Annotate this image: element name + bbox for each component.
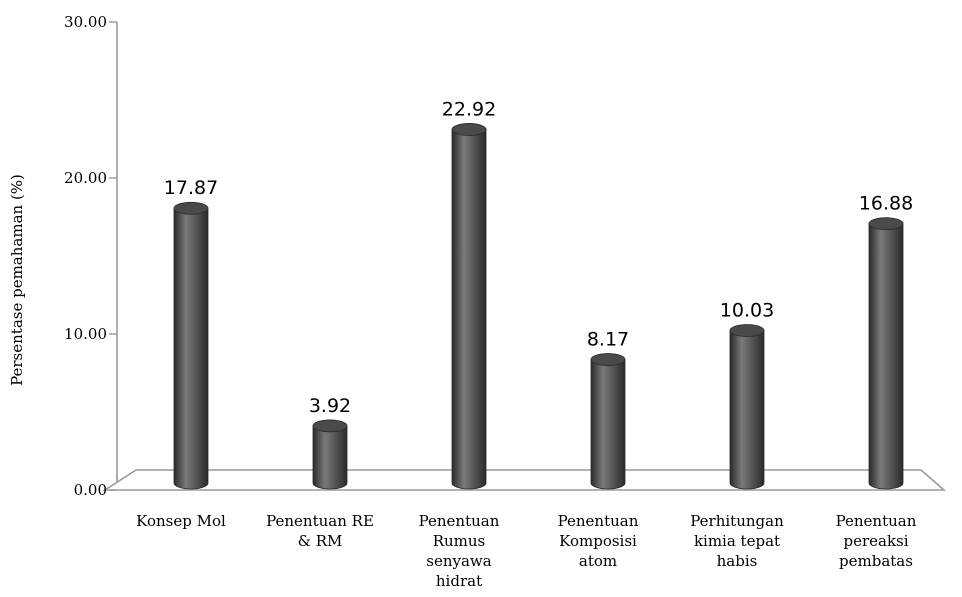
category-label-line: Komposisi xyxy=(559,532,637,550)
bar xyxy=(173,201,209,490)
category-label-line: Penentuan xyxy=(558,512,639,530)
bar-body xyxy=(312,425,348,490)
y-tick-label: 20.00 xyxy=(64,169,107,187)
bar-top-cap xyxy=(451,123,487,136)
category-label-line: pembatas xyxy=(839,552,913,570)
category-label: Penentuan Rumus senyawa hidrat xyxy=(419,512,500,590)
category-label-line: Perhitungan xyxy=(690,512,784,530)
category-label-line: Konsep Mol xyxy=(136,512,226,530)
bar-body xyxy=(590,359,626,490)
category-label: Penentuan pereaksi pembatas xyxy=(836,512,917,570)
category-label-line: Penentuan xyxy=(419,512,500,530)
data-label: 22.92 xyxy=(442,98,496,120)
bar-body xyxy=(868,223,904,490)
bar-top-cap xyxy=(173,201,209,215)
category-label: Penentuan RE & RM xyxy=(266,512,374,550)
category-label-line: atom xyxy=(579,552,617,570)
category-label-line: habis xyxy=(717,552,758,570)
y-tick-label: 10.00 xyxy=(64,325,107,343)
bar-top-cap xyxy=(312,419,348,433)
category-label: Konsep Mol xyxy=(136,512,226,530)
y-tick-label: 0.00 xyxy=(74,481,107,499)
bar-top-cap xyxy=(590,353,626,366)
y-axis-title: Persentase pemahaman (%) xyxy=(8,174,26,386)
bar-body xyxy=(451,129,487,490)
y-tick-label: 30.00 xyxy=(64,13,107,31)
data-label: 10.03 xyxy=(720,300,774,322)
bar-top-cap xyxy=(868,217,904,231)
bars xyxy=(173,123,904,490)
category-label-line: hidrat xyxy=(436,572,482,590)
category-label-line: Penentuan xyxy=(836,512,917,530)
labels: 0.00 10.00 20.00 30.00 Persentase pemahaman … xyxy=(8,13,917,590)
bar-body xyxy=(729,330,765,490)
bar xyxy=(868,217,904,490)
category-label-line: & RM xyxy=(298,532,343,550)
category-label: Perhitungan kimia tepat habis xyxy=(690,512,784,570)
category-label-line: Rumus xyxy=(433,532,486,550)
bar-top-cap xyxy=(729,324,765,337)
category-label-line: Penentuan RE xyxy=(266,512,374,530)
bar xyxy=(729,324,765,490)
category-label-line: kimia tepat xyxy=(694,532,780,550)
data-label: 3.92 xyxy=(309,395,351,417)
bar xyxy=(590,353,626,490)
bar xyxy=(451,123,487,490)
category-label-line: senyawa xyxy=(426,552,491,570)
data-label: 17.87 xyxy=(164,177,218,199)
axes xyxy=(102,21,947,491)
category-label-line: pereaksi xyxy=(843,532,908,550)
chart-floor xyxy=(102,469,947,491)
bar xyxy=(312,419,348,490)
bar-body xyxy=(173,207,209,490)
data-label: 16.88 xyxy=(859,193,913,215)
data-label: 8.17 xyxy=(587,329,629,351)
category-label: Penentuan Komposisi atom xyxy=(558,512,639,570)
